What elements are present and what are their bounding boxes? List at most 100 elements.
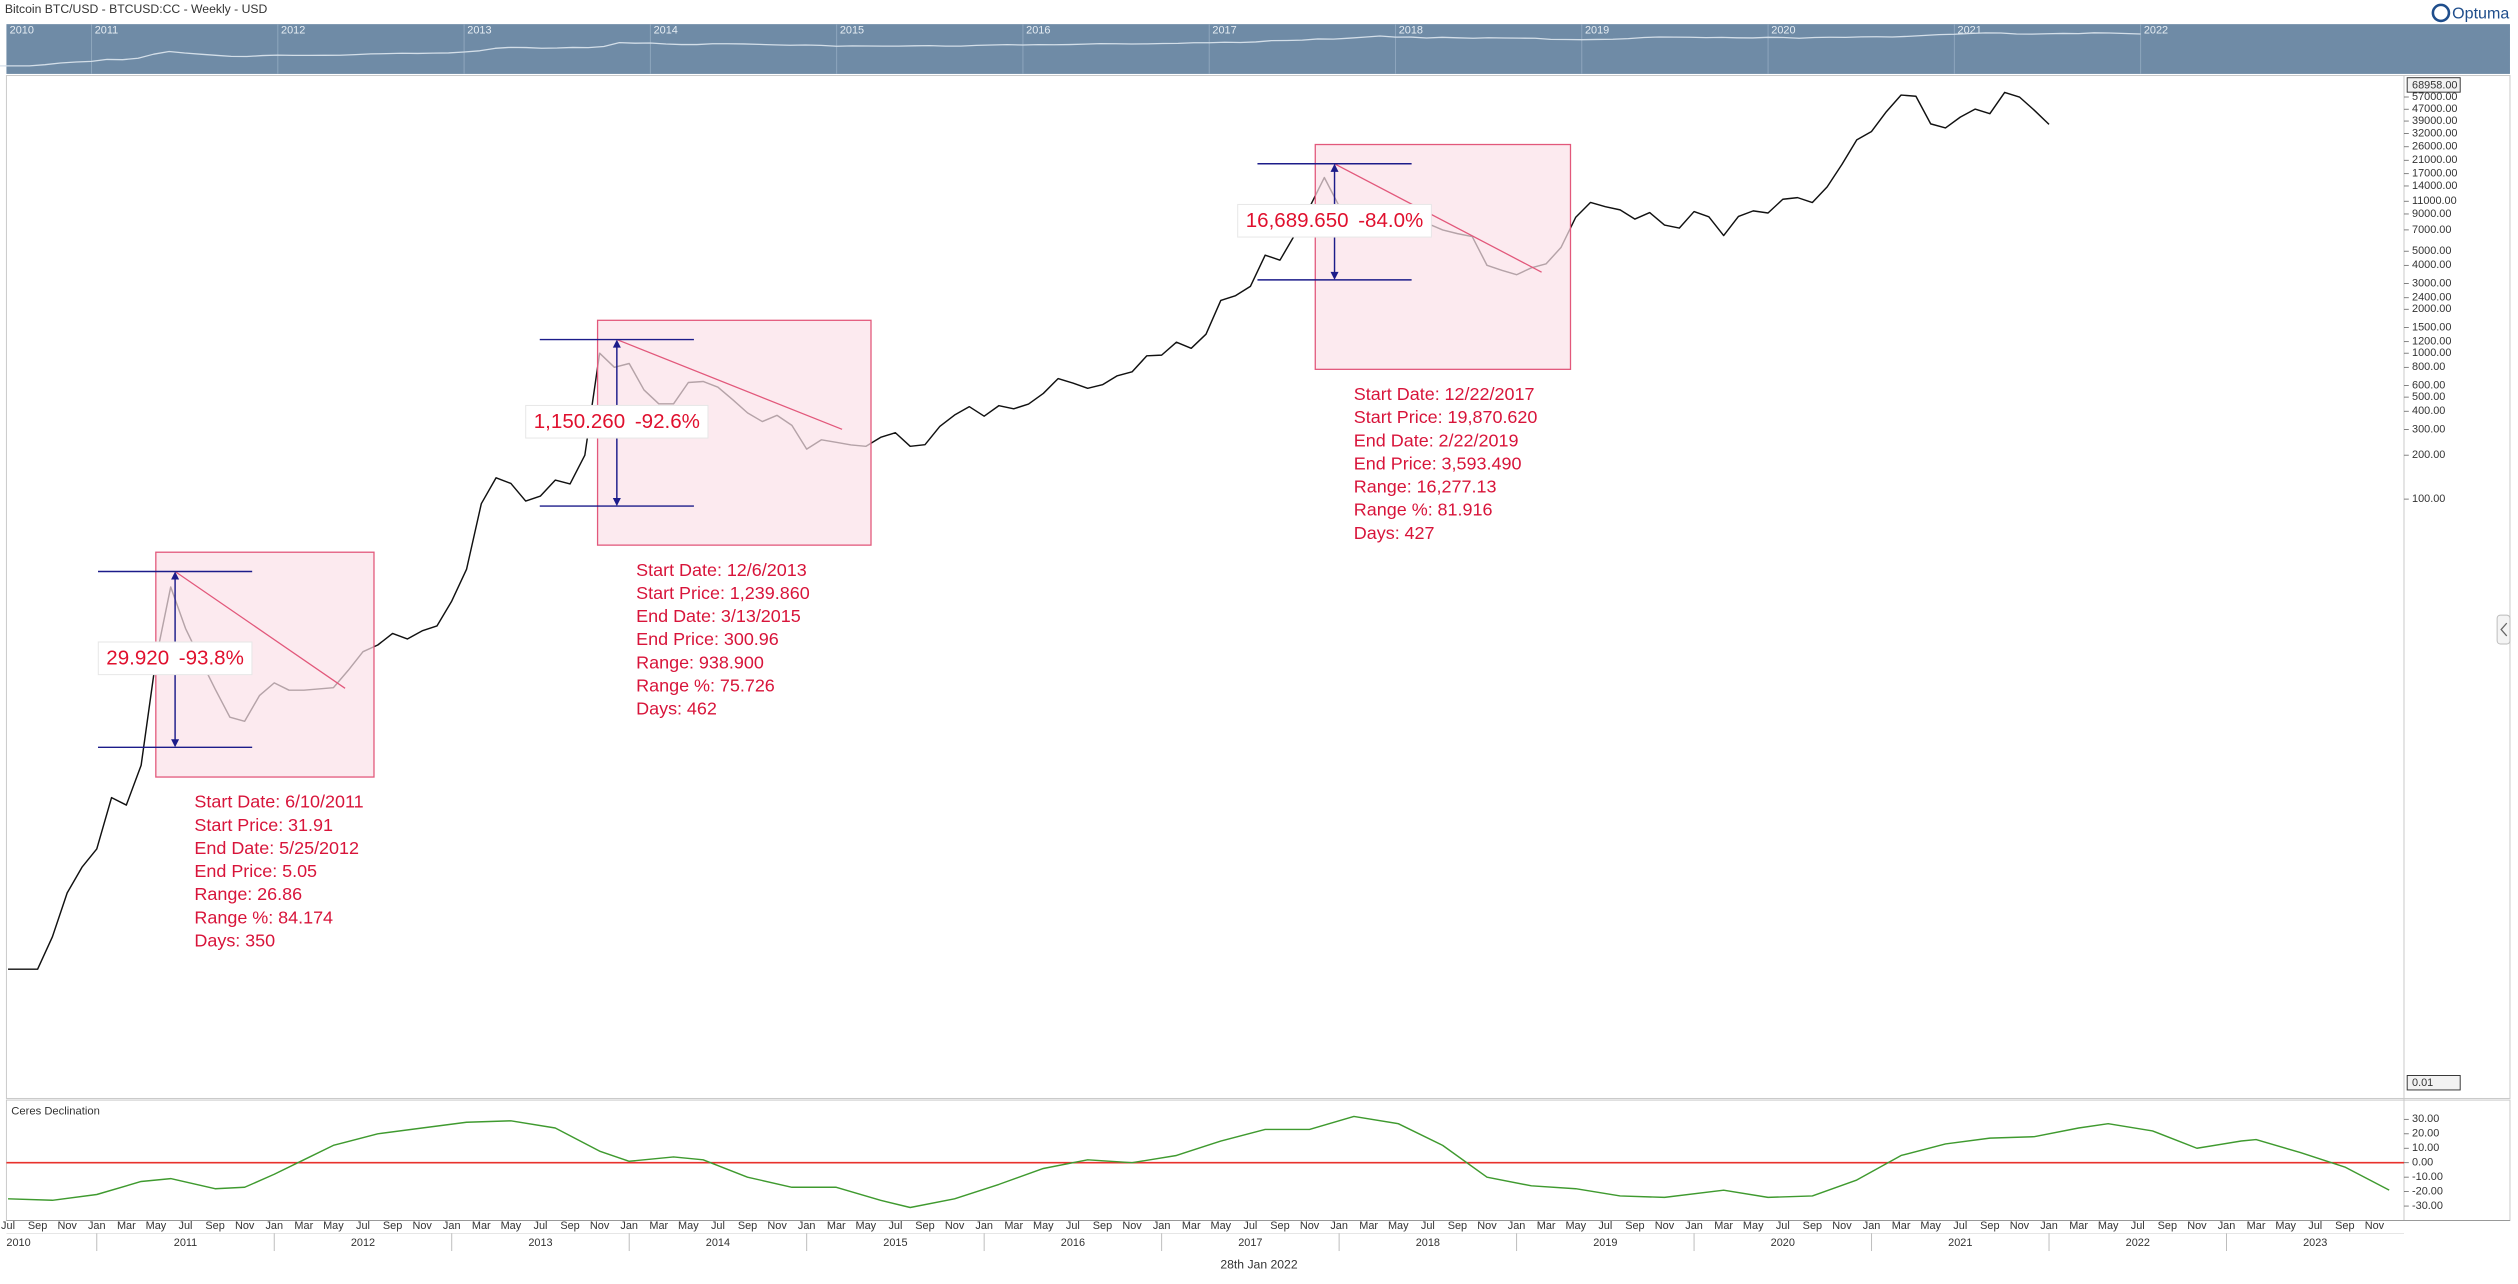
navigator-year: 2017 bbox=[1212, 24, 1236, 36]
y-tick-label: 4000.00 bbox=[2412, 259, 2451, 271]
detail-value: 5/25/2012 bbox=[279, 838, 359, 858]
x-tick-label: Nov bbox=[235, 1220, 255, 1232]
annotation-trend bbox=[174, 570, 346, 689]
x-tick-label: Jul bbox=[179, 1220, 193, 1232]
year-label: 2010 bbox=[6, 1237, 30, 1249]
navigator-year: 2021 bbox=[1958, 24, 1982, 36]
x-tick-label: Sep bbox=[1448, 1220, 1467, 1232]
detail-value: 81.916 bbox=[1438, 499, 1493, 519]
logo-icon bbox=[2431, 3, 2451, 23]
arrow-head bbox=[612, 339, 621, 348]
x-tick-label: Jan bbox=[1863, 1220, 1881, 1232]
x-tick-label: Mar bbox=[827, 1220, 846, 1232]
y-tick-label: 500.00 bbox=[2412, 391, 2445, 403]
x-tick-label: Jul bbox=[711, 1220, 725, 1232]
y-tick-label: 1500.00 bbox=[2412, 321, 2451, 333]
x-tick-label: Nov bbox=[945, 1220, 965, 1232]
x-tick-label: Nov bbox=[57, 1220, 77, 1232]
year-label: 2015 bbox=[883, 1237, 907, 1249]
y-tick-label: 1200.00 bbox=[2412, 336, 2451, 348]
x-tick-label: May bbox=[1033, 1220, 1054, 1232]
measure-label: 1,150.260 -92.6% bbox=[534, 410, 700, 433]
detail-key: Start Date: bbox=[194, 791, 280, 811]
annotation-detail: Range: 26.86 bbox=[194, 884, 302, 904]
x-tick-label: May bbox=[856, 1220, 877, 1232]
x-tick-label: Jan bbox=[1330, 1220, 1348, 1232]
annotation-detail: Start Price: 31.91 bbox=[194, 815, 333, 835]
x-tick-label: Jul bbox=[1243, 1220, 1257, 1232]
x-tick-label: Jan bbox=[1508, 1220, 1526, 1232]
measure-label-box bbox=[97, 641, 253, 676]
x-tick-label: Mar bbox=[472, 1220, 491, 1232]
x-tick-label: Sep bbox=[205, 1220, 224, 1232]
x-tick-label: Jul bbox=[1776, 1220, 1790, 1232]
x-tick-label: Jan bbox=[443, 1220, 461, 1232]
year-label: 2020 bbox=[1771, 1237, 1795, 1249]
x-tick-label: Jan bbox=[265, 1220, 283, 1232]
measure-label-group: 1,150.260 -92.6% bbox=[525, 404, 709, 439]
arrow-head bbox=[171, 739, 180, 748]
x-tick-label: Nov bbox=[1477, 1220, 1497, 1232]
x-tick-label: Jan bbox=[88, 1220, 106, 1232]
detail-key: Range %: bbox=[636, 675, 715, 695]
x-tick-label: Mar bbox=[294, 1220, 313, 1232]
y-tick-label: 2000.00 bbox=[2412, 303, 2451, 315]
x-tick-label: Jul bbox=[356, 1220, 370, 1232]
navigator-year: 2019 bbox=[1585, 24, 1609, 36]
measure-value: 16,689.650 bbox=[1246, 209, 1349, 232]
annotation-detail: Range %: 84.174 bbox=[194, 907, 333, 927]
x-tick-label: Sep bbox=[1625, 1220, 1644, 1232]
detail-value: 300.96 bbox=[724, 629, 779, 649]
navigator[interactable] bbox=[6, 24, 2510, 74]
y-tick-label: 10.00 bbox=[2412, 1142, 2439, 1154]
panel-toggle[interactable] bbox=[2496, 614, 2511, 645]
annotation-detail: Range: 938.900 bbox=[636, 652, 764, 672]
x-tick-label: Mar bbox=[1714, 1220, 1733, 1232]
y-tick-label: 20.00 bbox=[2412, 1128, 2439, 1140]
x-tick-label: Nov bbox=[767, 1220, 787, 1232]
navigator-year: 2014 bbox=[654, 24, 678, 36]
y-tick-label: 5000.00 bbox=[2412, 245, 2451, 257]
annotation-detail: Range %: 81.916 bbox=[1354, 499, 1493, 519]
y-tick-label: 9000.00 bbox=[2412, 208, 2451, 220]
annotation-detail: End Price: 5.05 bbox=[194, 861, 317, 881]
x-tick-label: May bbox=[501, 1220, 522, 1232]
x-tick-label: Mar bbox=[1892, 1220, 1911, 1232]
annotation-detail: Start Price: 19,870.620 bbox=[1354, 407, 1538, 427]
x-tick-label: Jan bbox=[2040, 1220, 2058, 1232]
x-tick-label: Sep bbox=[1980, 1220, 1999, 1232]
measure-value: 29.920 bbox=[106, 647, 169, 670]
detail-value: 31.91 bbox=[288, 815, 333, 835]
navigator-year: 2010 bbox=[10, 24, 34, 36]
chart-title: Bitcoin BTC/USD - BTCUSD:CC - Weekly - U… bbox=[5, 2, 268, 16]
price-marker-box bbox=[2406, 1075, 2461, 1091]
annotation-detail: End Date: 3/13/2015 bbox=[636, 606, 801, 626]
y-tick-label: 17000.00 bbox=[2412, 168, 2458, 180]
cursor-date: 28th Jan 2022 bbox=[1220, 1258, 1297, 1272]
price-marker-label: 0.01 bbox=[2412, 1077, 2433, 1089]
detail-key: Start Date: bbox=[636, 560, 722, 580]
navigator-year: 2015 bbox=[840, 24, 864, 36]
navigator-line bbox=[0, 32, 2141, 67]
x-tick-label: Jul bbox=[1066, 1220, 1080, 1232]
year-label: 2018 bbox=[1416, 1237, 1440, 1249]
detail-value: 26.86 bbox=[257, 884, 302, 904]
x-tick-label: Mar bbox=[1537, 1220, 1556, 1232]
year-label: 2016 bbox=[1061, 1237, 1085, 1249]
x-tick-label: Mar bbox=[117, 1220, 136, 1232]
navigator-year: 2022 bbox=[2144, 24, 2168, 36]
x-tick-label: Sep bbox=[560, 1220, 579, 1232]
detail-key: Start Date: bbox=[1354, 384, 1440, 404]
detail-key: Days: bbox=[636, 698, 682, 718]
detail-key: Start Price: bbox=[1354, 407, 1443, 427]
x-tick-label: Jul bbox=[1953, 1220, 1967, 1232]
x-tick-label: Sep bbox=[1270, 1220, 1289, 1232]
detail-value: 427 bbox=[1405, 523, 1435, 543]
y-tick-label: 7000.00 bbox=[2412, 224, 2451, 236]
detail-key: Range: bbox=[194, 884, 252, 904]
measure-label: 29.920 -93.8% bbox=[106, 647, 244, 670]
x-tick-label: May bbox=[1210, 1220, 1231, 1232]
x-tick-label: May bbox=[2098, 1220, 2119, 1232]
arrow-head bbox=[612, 498, 621, 507]
